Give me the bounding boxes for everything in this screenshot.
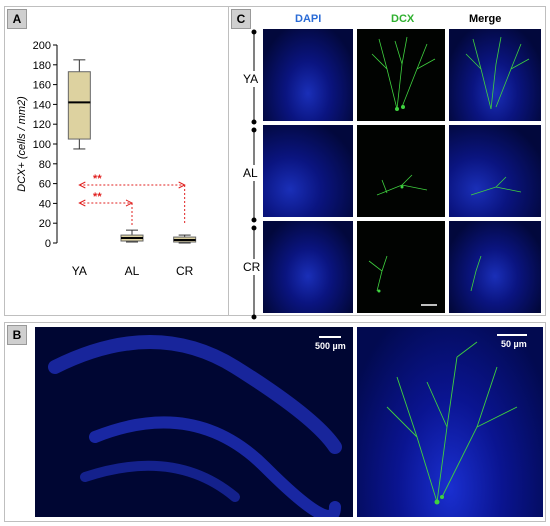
panel-c-label: C xyxy=(231,9,251,29)
y-tick-label-0: 0 xyxy=(45,238,51,250)
y-tick-label-200: 200 xyxy=(33,40,51,52)
sig-arrow-left-cr xyxy=(78,181,86,189)
scale-bar-50um: 50 µm xyxy=(501,339,527,349)
row-label-al: AL xyxy=(243,165,258,181)
sig-label-cr: ** xyxy=(93,173,102,185)
y-axis-label: DCX+ (cells / mm2) xyxy=(16,96,28,192)
sig-label-al: ** xyxy=(93,191,102,203)
image-cr-dapi xyxy=(263,221,353,313)
box-ya xyxy=(67,71,91,140)
sig-arrow-right-cr xyxy=(178,181,186,189)
panel-b: B 500 µm 50 µm xyxy=(4,322,546,522)
y-tick-label-100: 100 xyxy=(33,139,51,151)
y-tick-label-180: 180 xyxy=(33,60,51,72)
panel-a-chart: 0 20 40 60 80 100 120 140 160 180 200 DCX+ (cells /… xyxy=(16,40,197,278)
row-label-cr: CR xyxy=(243,259,261,275)
header-dapi: DAPI xyxy=(295,13,322,25)
image-hippocampus-zoom: 50 µm xyxy=(357,327,543,517)
row-label-ya: YA xyxy=(243,71,259,87)
image-ya-dapi xyxy=(263,29,353,121)
image-al-merge xyxy=(449,125,541,217)
y-tick-label-140: 140 xyxy=(33,99,51,111)
scale-bar-500um: 500 µm xyxy=(315,341,346,351)
x-label-al: AL xyxy=(125,264,140,278)
panel-a-label: A xyxy=(7,9,27,29)
header-merge: Merge xyxy=(469,13,502,25)
y-tick-label-20: 20 xyxy=(39,218,51,230)
panel-c: C DAPI DCX Merge YA AL CR xyxy=(228,6,546,320)
x-label-ya: YA xyxy=(72,264,87,278)
image-ya-dcx xyxy=(357,29,445,121)
y-tick-label-120: 120 xyxy=(33,119,51,131)
y-tick-label-60: 60 xyxy=(39,179,51,191)
image-hippocampus-overview: 500 µm xyxy=(35,327,353,517)
sig-arrow-left-al xyxy=(78,199,86,207)
y-tick-label-80: 80 xyxy=(39,159,51,171)
image-al-dapi xyxy=(263,125,353,217)
sig-arrow-right-al xyxy=(125,199,134,207)
image-cr-merge xyxy=(449,221,541,313)
panel-a: A 0 20 40 60 80 100 120 140 160 180 200 DCX+ (cells… xyxy=(4,6,229,316)
x-label-cr: CR xyxy=(176,264,194,278)
image-cr-dcx xyxy=(357,221,445,313)
image-ya-merge xyxy=(449,29,541,121)
image-al-dcx xyxy=(357,125,445,217)
header-dcx: DCX xyxy=(391,13,415,25)
y-tick-label-40: 40 xyxy=(39,198,51,210)
panel-b-label: B xyxy=(7,325,27,345)
y-tick-label-160: 160 xyxy=(33,80,51,92)
